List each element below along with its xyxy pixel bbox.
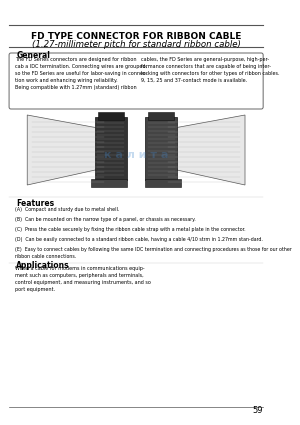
Text: к а л и т а: к а л и т а [104,150,168,160]
Polygon shape [27,115,109,185]
Polygon shape [95,117,127,180]
Polygon shape [145,117,177,180]
Bar [148,112,174,120]
Polygon shape [163,115,245,185]
FancyBboxPatch shape [9,53,263,109]
Text: (A)  Compact and sturdy due to metal shell.: (A) Compact and sturdy due to metal shel… [14,207,119,212]
Text: (C)  Press the cable securely by fixing the ribbon cable strap with a metal plat: (C) Press the cable securely by fixing t… [14,227,245,232]
Text: General: General [16,51,50,60]
Text: (D)  Can be easily connected to a standard ribbon cable, having a cable 4/10 str: (D) Can be easily connected to a standar… [14,237,262,242]
Text: (B)  Can be mounted on the narrow type of a panel, or chassis as necessary.: (B) Can be mounted on the narrow type of… [14,217,195,222]
Text: cables, the FD Series are general-purpose, high-per-
formance connectors that ar: cables, the FD Series are general-purpos… [141,57,279,83]
Text: The FD Series connectors are designed for ribbon
cab a IDC termination. Connecti: The FD Series connectors are designed fo… [14,57,147,90]
Text: FD TYPE CONNECTOR FOR RIBBON CABLE: FD TYPE CONNECTOR FOR RIBBON CABLE [31,32,241,41]
Text: (E)  Easy to connect cables by following the same IDC termination and connecting: (E) Easy to connect cables by following … [14,247,291,258]
Text: (1.27-millimeter pitch for standard ribbon cable): (1.27-millimeter pitch for standard ribb… [32,40,241,49]
Bar [145,179,182,187]
Text: When a cable for modems in communications equip-
ment such as computers, periphe: When a cable for modems in communication… [14,266,150,292]
Text: Applications: Applications [16,261,70,270]
Text: Features: Features [16,199,55,208]
Bar [98,112,124,120]
Text: 59: 59 [253,406,263,415]
Bar [91,179,127,187]
